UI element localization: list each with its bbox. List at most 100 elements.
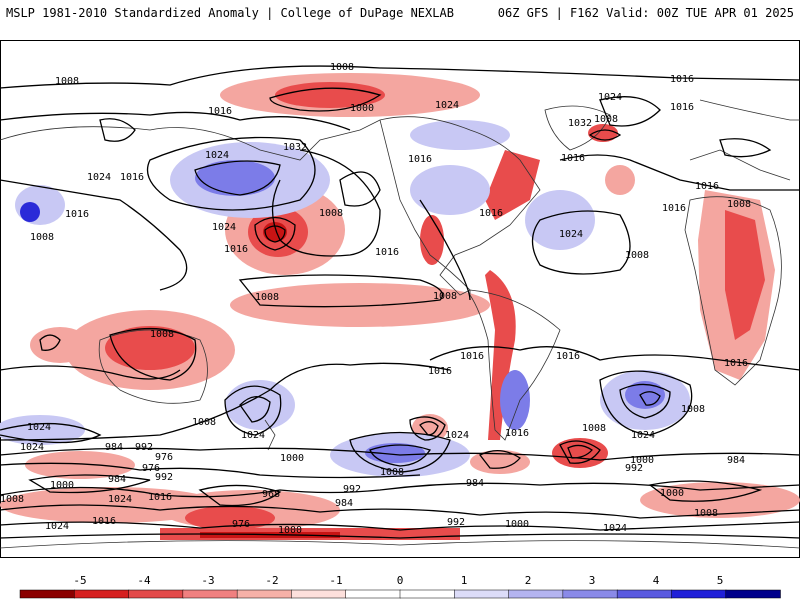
anomaly-positive-area [225, 380, 295, 430]
colorbar-swatch [19, 589, 76, 599]
colorbar-tick-label: -2 [265, 574, 278, 587]
isobar [39, 334, 61, 351]
coastline-australia [98, 329, 208, 404]
isobar-label: 1016 [556, 351, 580, 362]
isobar-label: 1008 [150, 329, 174, 340]
isobar [0, 111, 351, 131]
isobar-label: 1000 [505, 519, 529, 530]
colorbar-tick-label: 4 [653, 574, 660, 587]
colorbar-swatch [128, 589, 184, 599]
anomaly-negative-area [25, 451, 135, 479]
colorbar-tick-label: 0 [397, 574, 404, 587]
anomaly-positive-area [15, 185, 65, 225]
isobar-label: 984 [727, 455, 745, 466]
isobar [254, 216, 296, 251]
anomaly-positive-area [500, 370, 530, 430]
isobar-label: 1016 [224, 244, 248, 255]
isobars [0, 65, 800, 539]
isobar-label: 1008 [727, 199, 751, 210]
anomaly-negative-area [185, 506, 275, 530]
isobar-label: 1000 [660, 488, 684, 499]
isobar-label: 1024 [603, 523, 627, 534]
coastline-south-america [469, 289, 561, 441]
isobar-label: 1024 [631, 430, 655, 441]
world-map: 1008 1008 1016 1016 1016 1024 1024 1024 … [0, 40, 800, 558]
isobar-label: 1008 [582, 423, 606, 434]
isobar [0, 362, 451, 441]
anomaly-negative-area [420, 215, 444, 265]
isobar-label: 1000 [278, 525, 302, 536]
colorbar-tick-label: -5 [73, 574, 86, 587]
anomaly-positive-area [365, 443, 425, 463]
isobar [99, 118, 136, 142]
isobar [648, 480, 763, 502]
coastline-europe-asia [0, 99, 800, 181]
isobar [0, 504, 800, 519]
anomaly-positive-area [410, 165, 490, 215]
isobar [588, 129, 622, 141]
colorbar-swatch [454, 589, 510, 599]
isobar-label: 984 [108, 474, 126, 485]
colorbar-tick-label: 3 [589, 574, 596, 587]
isobar [339, 171, 381, 207]
model-valid-time: 06Z GFS | F162 Valid: 00Z TUE APR 01 202… [497, 6, 794, 20]
anomaly-positive-area [410, 120, 510, 150]
isobar [238, 274, 444, 308]
anomaly-negative-area [485, 150, 540, 220]
isobar [719, 138, 772, 158]
isobar-label: 1008 [433, 291, 457, 302]
isobar-label: 1024 [20, 442, 44, 453]
isobar-label: 1024 [445, 430, 469, 441]
isobar-label: 1016 [408, 154, 432, 165]
isobar-label: 984 [335, 498, 353, 509]
isobar-label: 1016 [724, 358, 748, 369]
isobar-label: 1008 [625, 250, 649, 261]
isobar-label: 1008 [255, 292, 279, 303]
isobar-label: 1024 [87, 172, 111, 183]
isobar-label: 1000 [350, 103, 374, 114]
isobar-label: 976 [155, 452, 173, 463]
isobar-label: 976 [232, 519, 250, 530]
isobar-label: 1016 [428, 366, 452, 377]
anomaly-positive-area [525, 190, 595, 250]
isobar [0, 365, 181, 380]
isobar [531, 210, 631, 275]
isobar-label: 1008 [330, 62, 354, 73]
coastline-north-america [379, 116, 541, 296]
isobar [194, 160, 281, 196]
isobar [599, 370, 693, 436]
isobar [0, 482, 800, 498]
colorbar-tick-label: 5 [717, 574, 724, 587]
isobar [619, 383, 671, 419]
isobar-label: 1016 [65, 209, 89, 220]
colorbar-ticks: -5 -4 -3 -2 -1 0 1 2 3 4 5 [73, 574, 723, 587]
isobar [0, 179, 188, 291]
isobar-label: 1016 [505, 428, 529, 439]
isobar [0, 65, 800, 89]
isobar-label: 992 [625, 463, 643, 474]
isobar [429, 346, 800, 371]
isobar-label: 1008 [694, 508, 718, 519]
anomaly-negative-area [725, 210, 765, 340]
isobar [224, 385, 282, 436]
isobar [559, 440, 601, 464]
isobar-label: 1016 [670, 74, 694, 85]
colorbar-swatch [182, 589, 238, 599]
isobar-label: 1024 [241, 430, 265, 441]
isobar-label: 1000 [630, 455, 654, 466]
isobar-label: 1016 [120, 172, 144, 183]
colorbar-swatch [671, 589, 727, 599]
isobar-label: 984 [466, 478, 484, 489]
colorbar-swatch [236, 589, 293, 599]
isobar [0, 422, 102, 444]
colorbar-tick-label: -3 [201, 574, 214, 587]
isobar-label: 1024 [108, 494, 132, 505]
isobar-label: 1008 [55, 76, 79, 87]
coastline-africa [684, 196, 782, 386]
isobar-labels: 1008 1008 1016 1016 1016 1024 1024 1024 … [0, 62, 751, 536]
colorbar-tick-label: -1 [329, 574, 342, 587]
isobar-label: 1024 [205, 150, 229, 161]
isobar-label: 1008 [192, 417, 216, 428]
isobar [639, 391, 661, 406]
isobar [264, 225, 286, 243]
